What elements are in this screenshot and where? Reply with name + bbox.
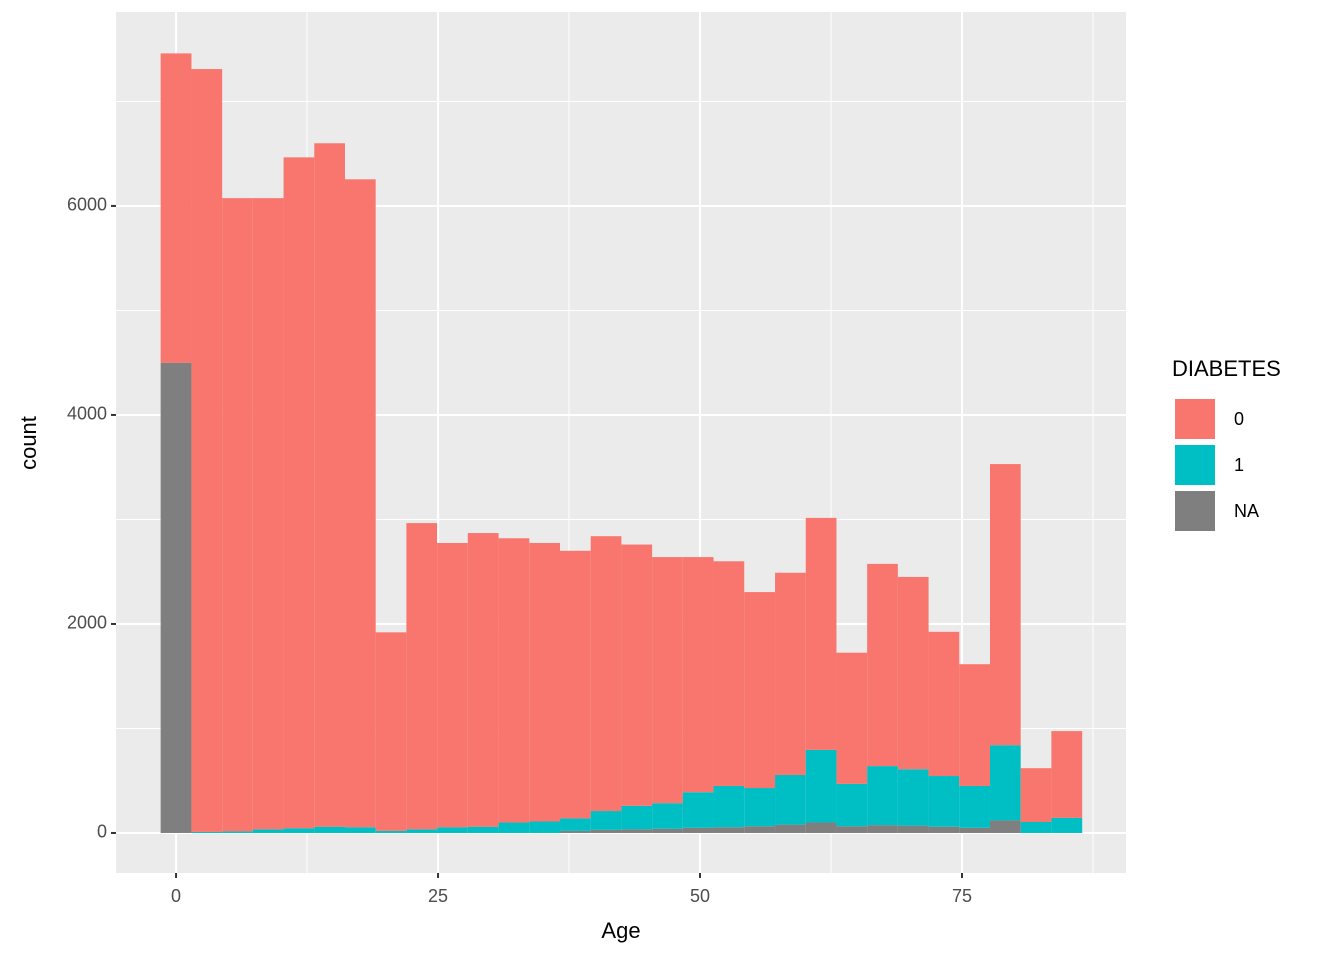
legend-label: NA <box>1234 501 1259 521</box>
bar-segment <box>560 830 591 833</box>
x-tick-label: 25 <box>428 886 448 906</box>
bar-segment <box>836 783 868 827</box>
bar-segment <box>222 198 253 832</box>
bar-segment <box>867 766 898 826</box>
bar-segment <box>775 572 806 775</box>
bar-segment <box>897 576 929 770</box>
bar-segment <box>590 811 622 830</box>
bar-segment <box>437 827 468 833</box>
bar-segment <box>283 157 315 829</box>
bar-segment <box>928 826 960 833</box>
bar-segment <box>498 538 530 823</box>
bar-segment <box>713 785 745 828</box>
bar-segment <box>713 561 745 786</box>
legend-label: 1 <box>1234 455 1244 475</box>
bar-segment <box>928 776 960 827</box>
bar-segment <box>467 533 499 827</box>
bar-segment <box>989 745 1021 821</box>
bar-segment <box>191 831 223 833</box>
bar-segment <box>590 829 622 833</box>
bar-segment <box>560 550 591 819</box>
bar-segment <box>406 829 438 833</box>
bar-segment <box>1051 817 1083 833</box>
bar-segment <box>713 827 745 833</box>
bar-segment <box>590 536 622 812</box>
bar-segment <box>897 825 929 833</box>
bar-segment <box>191 69 223 832</box>
bar-segment <box>652 828 683 833</box>
y-tick-label: 6000 <box>67 195 107 215</box>
bar-segment <box>682 792 714 828</box>
y-tick-label: 2000 <box>67 613 107 633</box>
bar-segment <box>1051 731 1083 818</box>
bar-segment <box>160 362 192 833</box>
bar-segment <box>621 805 653 830</box>
bar-segment <box>529 821 561 833</box>
bar-segment <box>314 826 345 833</box>
bar-segment <box>160 53 192 363</box>
bar-segment <box>744 788 776 827</box>
bar-segment <box>836 826 868 833</box>
legend-title: DIABETES <box>1172 356 1281 381</box>
x-tick-label: 0 <box>171 886 181 906</box>
bar-segment <box>682 557 714 793</box>
bar-segment <box>989 464 1021 746</box>
x-axis-title: Age <box>601 918 640 943</box>
bar-segment <box>682 827 714 833</box>
bar-segment <box>621 829 653 833</box>
bar-segment <box>344 827 376 833</box>
bar-segment <box>897 769 929 826</box>
bar-segment <box>989 820 1021 833</box>
bar-segment <box>928 631 960 777</box>
bar-segment <box>344 179 376 828</box>
bar-segment <box>252 198 284 830</box>
bar-segment <box>959 664 990 786</box>
bar-segment <box>560 818 591 831</box>
bar-segment <box>805 749 837 823</box>
bar-segment <box>283 828 315 833</box>
bar-segment <box>867 825 898 833</box>
bar-segment <box>222 831 253 833</box>
bar-segment <box>836 652 868 784</box>
x-tick-label: 75 <box>952 886 972 906</box>
bar-segment <box>252 829 284 833</box>
bar-segment <box>775 774 806 825</box>
bar-segment <box>621 544 653 806</box>
legend-key <box>1173 397 1217 441</box>
legend-label: 0 <box>1234 409 1244 429</box>
bar-segment <box>652 557 683 804</box>
legend-key <box>1173 489 1217 533</box>
bar-segment <box>652 803 683 829</box>
legend-key <box>1173 443 1217 487</box>
bar-segment <box>375 632 407 831</box>
bar-segment <box>529 542 561 822</box>
y-tick-label: 4000 <box>67 404 107 424</box>
bar-segment <box>744 592 776 789</box>
bar-segment <box>1020 768 1052 823</box>
bar-segment <box>959 785 990 828</box>
y-axis-title: count <box>16 416 41 470</box>
bar-segment <box>1020 822 1052 833</box>
y-tick-label: 0 <box>97 822 107 842</box>
bar-segment <box>314 143 345 827</box>
bar-segment <box>375 830 407 833</box>
bar-segment <box>805 517 837 750</box>
bar-segment <box>744 826 776 833</box>
bar-segment <box>437 542 468 828</box>
x-tick-label: 50 <box>690 886 710 906</box>
bar-segment <box>805 822 837 833</box>
bar-segment <box>498 822 530 833</box>
bar-segment <box>959 827 990 833</box>
bar-segment <box>406 523 438 830</box>
bar-segment <box>867 563 898 767</box>
bar-segment <box>775 824 806 833</box>
bar-segment <box>467 826 499 833</box>
